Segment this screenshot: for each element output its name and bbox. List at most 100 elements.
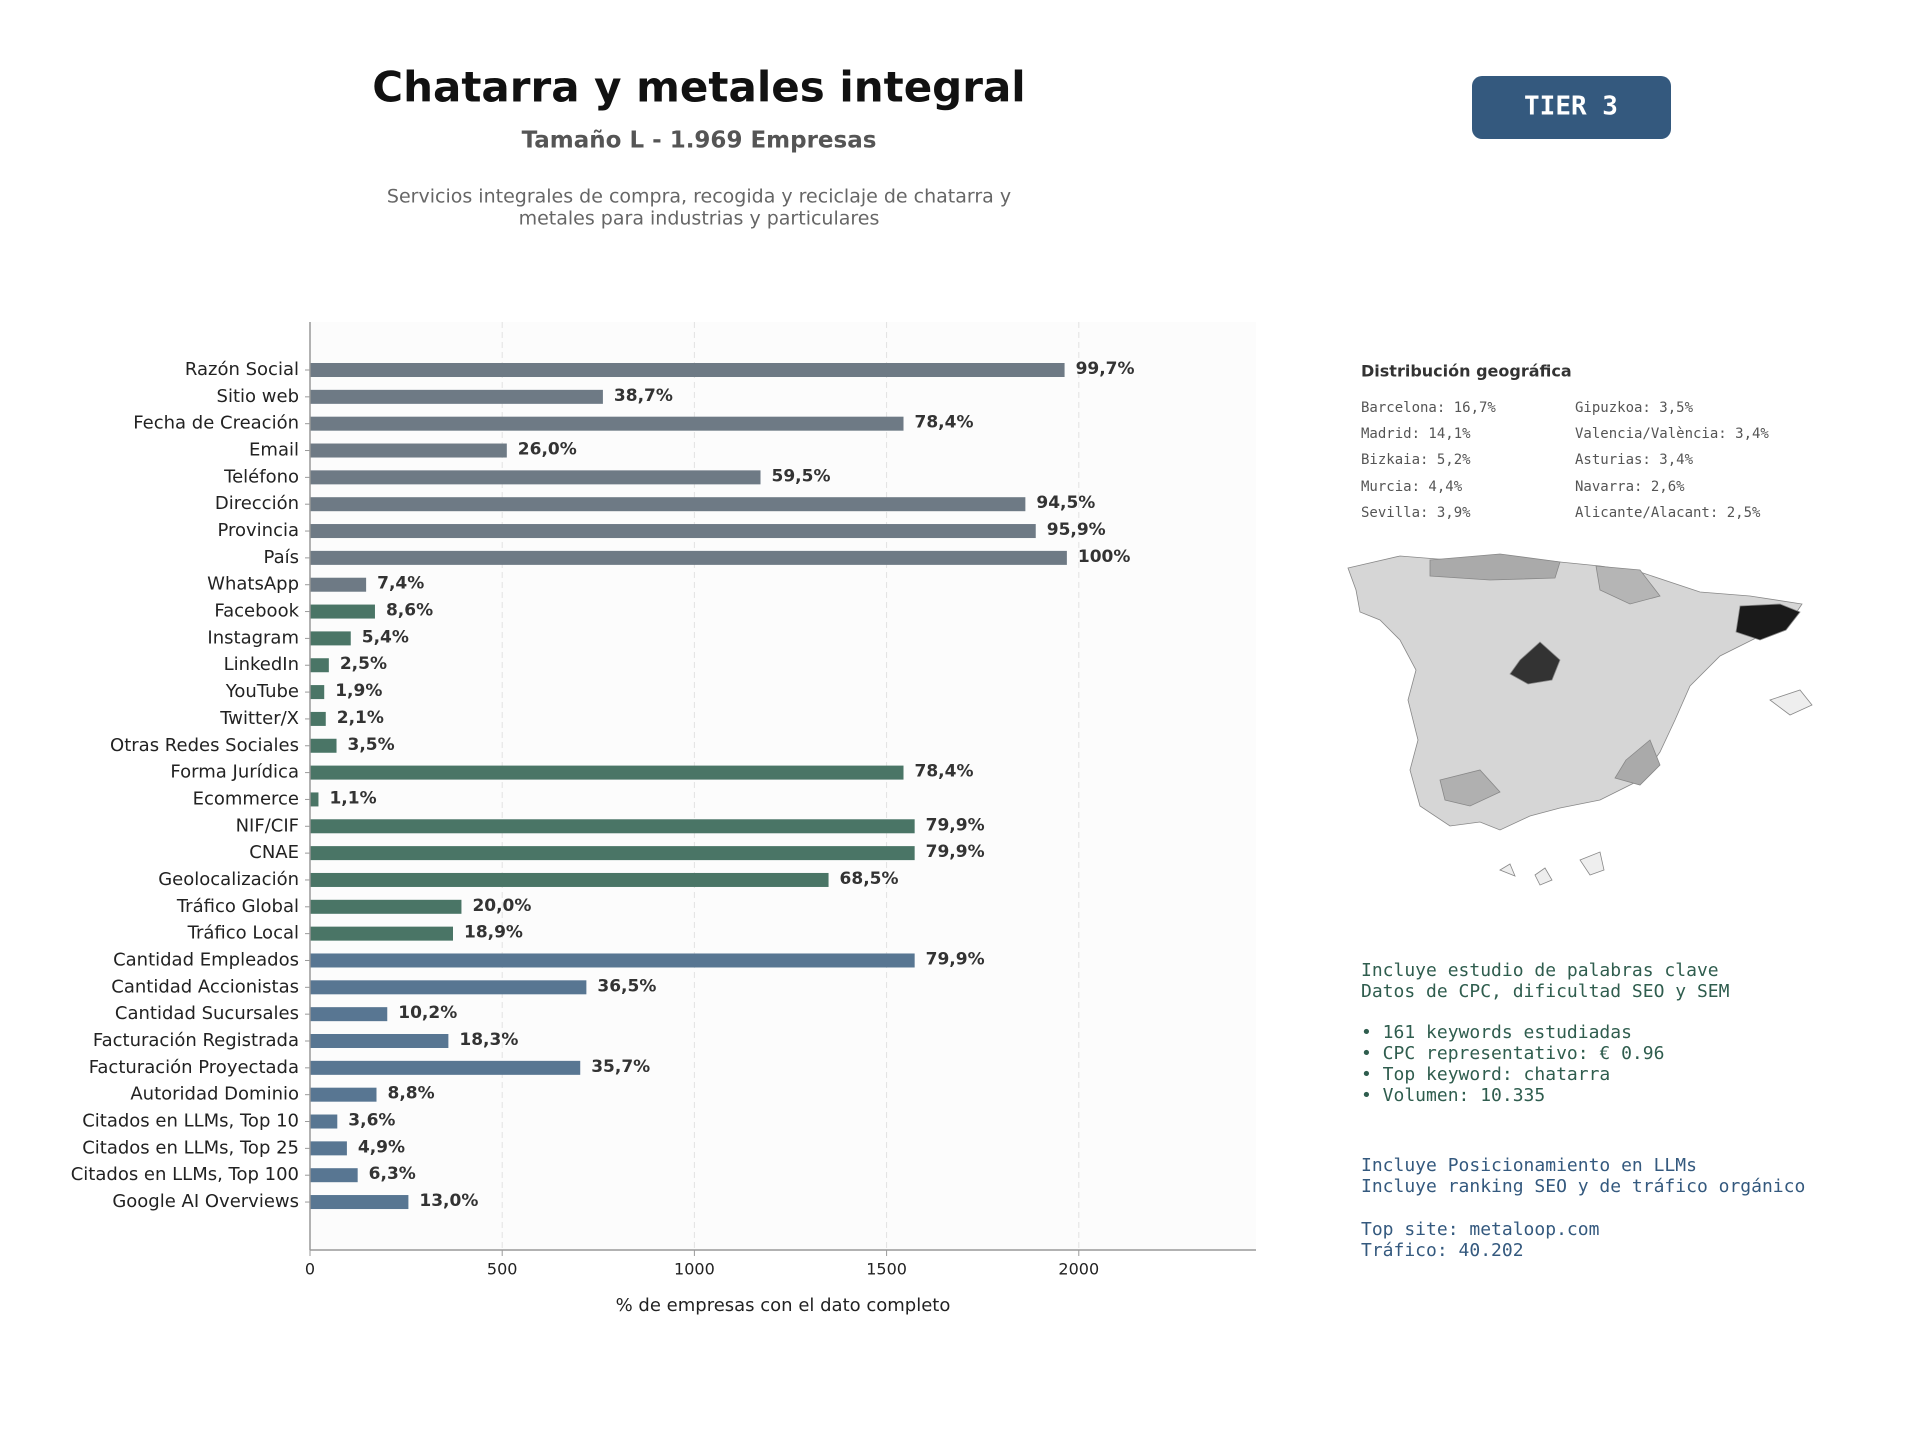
value-label: 79,9% <box>926 815 985 835</box>
y-tick-label: Fecha de Creación <box>133 413 299 434</box>
value-label: 20,0% <box>472 896 531 916</box>
y-tick-label: Cantidad Empleados <box>113 949 299 970</box>
bar <box>310 899 462 914</box>
y-tick-label: Otras Redes Sociales <box>110 735 299 756</box>
value-label: 7,4% <box>377 574 424 594</box>
value-label: 1,9% <box>335 681 382 701</box>
bar <box>310 738 337 753</box>
bar <box>310 470 761 485</box>
bar <box>310 658 329 673</box>
map-region <box>1439 769 1501 807</box>
bar <box>310 1195 409 1210</box>
y-tick-label: Cantidad Accionistas <box>111 976 299 997</box>
value-label: 3,5% <box>348 735 395 755</box>
geo-item: Valencia/València: 3,4% <box>1575 426 1769 442</box>
note-line: • CPC representativo: € 0.96 <box>1361 1043 1664 1064</box>
bar <box>310 685 325 700</box>
y-tick-label: Citados en LLMs, Top 25 <box>82 1137 299 1158</box>
y-tick-label: Autoridad Dominio <box>130 1084 299 1105</box>
value-label: 2,1% <box>337 708 384 728</box>
y-tick-label: Facebook <box>214 601 299 622</box>
note-line: • 161 keywords estudiadas <box>1361 1022 1632 1043</box>
bar <box>310 1060 581 1075</box>
value-label: 26,0% <box>518 440 577 460</box>
x-tick-label: 1000 <box>674 1260 715 1279</box>
geo-title: Distribución geográfica <box>1361 362 1572 381</box>
note-line: Incluye Posicionamiento en LLMs <box>1361 1155 1697 1176</box>
map-barcelona <box>1735 603 1801 641</box>
map-region <box>1595 565 1661 605</box>
value-label: 68,5% <box>840 869 899 889</box>
y-tick-label: País <box>264 547 299 568</box>
x-axis-label: % de empresas con el dato completo <box>616 1295 951 1316</box>
geo-item: Murcia: 4,4% <box>1361 479 1463 495</box>
bar <box>310 926 453 941</box>
y-tick-label: Ecommerce <box>193 788 299 809</box>
bar-chart: 0 500 1000 1500 2000 Razón Social 99,7% Sitio w… <box>71 322 1135 1279</box>
value-label: 78,4% <box>915 762 974 782</box>
map <box>1347 553 1813 886</box>
x-tick-label: 2000 <box>1058 1260 1099 1279</box>
bar <box>310 1007 388 1022</box>
geo-item: Bizkaia: 5,2% <box>1361 452 1471 468</box>
geo-item: Alicante/Alacant: 2,5% <box>1575 505 1761 521</box>
map-spain <box>1347 555 1803 831</box>
note-line: • Top keyword: chatarra <box>1361 1064 1610 1085</box>
y-tick-label: Dirección <box>215 493 299 514</box>
map-islands <box>1769 689 1813 716</box>
y-tick-label: Twitter/X <box>219 708 299 729</box>
y-tick-label: Citados en LLMs, Top 10 <box>82 1111 299 1132</box>
bar <box>310 711 326 726</box>
note-line: Top site: metaloop.com <box>1361 1219 1599 1240</box>
x-tick-label: 0 <box>305 1260 315 1279</box>
bar <box>310 416 904 431</box>
y-tick-label: Email <box>249 440 299 461</box>
subtitle: Tamaño L - 1.969 Empresas <box>522 128 877 154</box>
map-canary <box>1499 851 1605 886</box>
map-madrid <box>1509 641 1561 685</box>
value-label: 6,3% <box>369 1164 416 1184</box>
value-label: 10,2% <box>398 1003 457 1023</box>
geo-item: Sevilla: 3,9% <box>1361 505 1471 521</box>
value-label: 8,6% <box>386 601 433 621</box>
y-tick-label: Tráfico Local <box>187 923 299 944</box>
bar <box>310 872 829 887</box>
geo-item: Barcelona: 16,7% <box>1361 400 1496 416</box>
title: Chatarra y metales integral <box>372 63 1025 112</box>
y-tick-label: Tráfico Global <box>176 896 299 917</box>
x-tick-label: 500 <box>487 1260 518 1279</box>
value-label: 5,4% <box>362 627 409 647</box>
y-tick-label: Forma Jurídica <box>170 762 299 783</box>
y-tick-label: Facturación Proyectada <box>89 1057 299 1078</box>
bar <box>310 443 507 458</box>
bar <box>310 953 915 968</box>
value-label: 2,5% <box>340 654 387 674</box>
y-tick-label: Google AI Overviews <box>112 1191 299 1212</box>
y-tick-label: WhatsApp <box>207 574 299 595</box>
bar <box>310 1168 358 1183</box>
value-label: 94,5% <box>1036 493 1095 513</box>
bar <box>310 1141 347 1156</box>
bar <box>310 363 1065 377</box>
geo-item: Gipuzkoa: 3,5% <box>1575 400 1694 416</box>
bar <box>310 1114 338 1129</box>
y-tick-label: Provincia <box>217 520 299 541</box>
bar <box>310 497 1026 512</box>
bar <box>310 604 375 619</box>
value-label: 18,3% <box>459 1030 518 1050</box>
y-tick-label: Razón Social <box>185 359 299 380</box>
value-label: 36,5% <box>597 976 656 996</box>
bar <box>310 1087 377 1102</box>
bar <box>310 819 915 834</box>
y-tick-label: Facturación Registrada <box>93 1030 299 1051</box>
value-label: 79,9% <box>926 842 985 862</box>
geo-item: Navarra: 2,6% <box>1575 479 1685 495</box>
bar <box>310 792 319 807</box>
bar <box>310 980 587 995</box>
y-tick-label: Citados en LLMs, Top 100 <box>71 1164 299 1185</box>
value-label: 8,8% <box>388 1084 435 1104</box>
description: Servicios integrales de compra, recogida… <box>387 186 1011 208</box>
y-tick-label: Geolocalización <box>158 869 299 890</box>
y-tick-label: CNAE <box>249 842 299 863</box>
